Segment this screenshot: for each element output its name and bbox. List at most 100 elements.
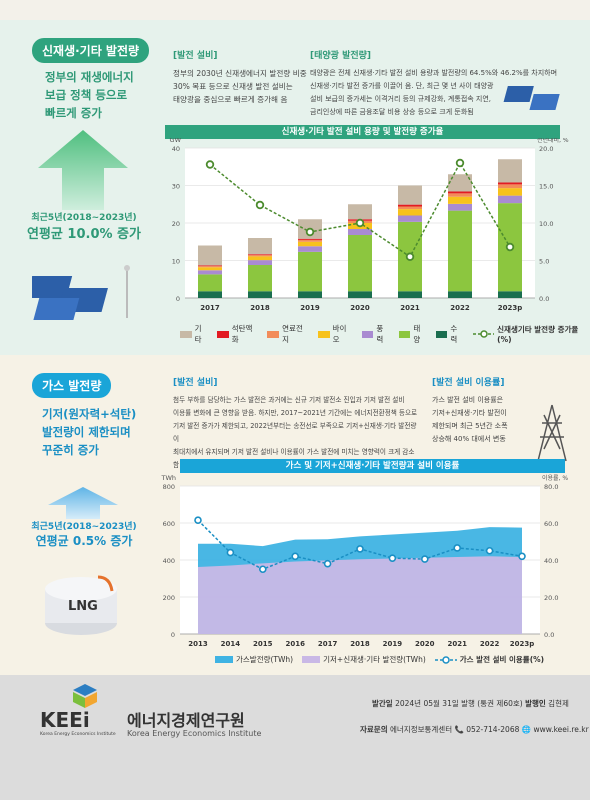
bar-segment (398, 291, 422, 298)
bar-segment (248, 254, 272, 255)
y-tick-label: 10 (172, 258, 180, 266)
bar-segment (448, 193, 472, 197)
bar-segment (198, 265, 222, 267)
bar-segment (198, 291, 222, 298)
x-tick-label: 2018 (250, 304, 270, 312)
box-title: [발전 설비] (173, 51, 218, 61)
y2-tick-label: 0.0 (544, 631, 554, 639)
legend-label: 풍력 (376, 324, 384, 344)
legend-item: 석탄액화 (217, 323, 258, 345)
line-point (305, 227, 315, 237)
legend-label: 바이오 (332, 324, 347, 344)
gas-pill: 가스 발전량 (32, 373, 112, 398)
bar-segment (348, 235, 372, 292)
bar-segment (348, 291, 372, 298)
bar-segment (498, 188, 522, 196)
legend-swatch (215, 656, 233, 663)
box-line: 태양광을 중심으로 빠르게 증가해 옴 (173, 95, 288, 104)
chart2-legend: 가스발전량(TWh) 기저+신재생·기타 발전량(TWh) 가스 발전 설비 이용률… (215, 654, 544, 665)
legend-label: 기저+신재생·기타 발전량(TWh) (323, 655, 426, 664)
gas-rate-period: 최근5년(2018~2023년) (31, 522, 137, 532)
gas-lead-line: 기저(원자력+석탄) (42, 407, 137, 421)
line-point (420, 555, 429, 563)
box-line: 태양광은 전체 신재생·기타 발전 설비 용량과 발전량의 64.5%와 46.… (310, 69, 558, 77)
legend-line-swatch (434, 655, 457, 664)
bar-segment (298, 241, 322, 247)
area-series (198, 556, 522, 634)
legend-label: 기타 (194, 324, 202, 344)
y-tick-label: 40 (172, 145, 180, 153)
web-link[interactable]: www.keei.re.kr (533, 725, 589, 734)
line-point (453, 544, 462, 552)
gas-facility-box: [발전 설비] 첨두 부하를 담당하는 가스 발전은 과거에는 신규 기저 발전… (173, 377, 418, 472)
bar-segment (348, 229, 372, 235)
line-point (518, 552, 526, 561)
org-name-kr: 에너지경제연구원 (127, 711, 245, 730)
solar-panel-small-icon (503, 86, 560, 110)
gas-utilization-box: [발전 설비 이용률] 가스 발전 설비 이용률은 기저+신재생·기타 발전이 … (432, 377, 552, 446)
gas-rate: 최근5년(2018~2023년) 연평균 0.5% 증가 (24, 519, 144, 549)
bar-segment (198, 267, 222, 271)
line-point (405, 252, 415, 261)
gas-lead-line: 꾸준히 증가 (42, 443, 99, 457)
box-line: 제한되며 최근 5년간 소폭 (432, 422, 508, 430)
up-arrow-blue-icon (48, 487, 118, 519)
x-tick-label: 2019 (383, 640, 403, 648)
box-line: 최대치에서 유지되며 기저 발전 설비나 이용률이 가스 발전에 미치는 영향력… (173, 448, 415, 469)
footer (0, 675, 590, 800)
bar-segment (448, 191, 472, 194)
x-tick-label: 2020 (350, 304, 370, 312)
bar-segment (498, 182, 522, 185)
legend-label: 가스 발전 설비 이용률(%) (459, 655, 545, 664)
bar-segment (298, 239, 322, 242)
renewable-pill: 신재생·기타 발전량 (32, 38, 150, 63)
x-tick-label: 2022 (480, 640, 500, 648)
box-line: 이용률 변화에 큰 영향을 받음. 하지만, 2017~2021년 기간에는 에… (173, 409, 418, 417)
legend-label: 태양 (413, 324, 421, 344)
contact-line: 자료문의 에너지정보통계센터 📞 052-714-2068 🌐 www.keei… (360, 724, 589, 735)
y2-tick-label: 0.0 (539, 295, 549, 303)
renewable-lead-line: 빠르게 증가 (45, 106, 102, 120)
x-tick-label: 2019 (300, 304, 320, 312)
box-line: 30% 목표 등으로 신재생 발전 설비는 (173, 82, 293, 91)
legend-item: 가스 발전 설비 이용률(%) (434, 654, 545, 665)
legend-item: 태양 (398, 323, 427, 345)
keei-logo-icon (73, 684, 97, 708)
box-title: [발전 설비] (173, 378, 218, 388)
legend-item: 수력 (435, 323, 464, 345)
y-axis-label: GW (170, 138, 182, 144)
phone: 052-714-2068 (466, 725, 520, 734)
bar-segment (398, 204, 422, 207)
bar-segment (498, 291, 522, 298)
x-tick-label: 2021 (400, 304, 420, 312)
legend-item: 기타 (180, 323, 208, 345)
box-line: 기저 발전 증가가 제한되고, 2022년부터는 송전선로 부족으로 기저+신재… (173, 422, 417, 443)
box-title: [발전 설비 이용률] (432, 378, 505, 388)
bar-segment (498, 195, 522, 204)
pub-line: 발간일 2024년 05월 31일 발행 (통권 제60호) 발행인 김현제 (372, 698, 569, 709)
box-title: [태양광 발전량] (310, 51, 372, 61)
x-tick-label: 2016 (285, 640, 305, 648)
x-tick-label: 2020 (415, 640, 435, 648)
x-tick-label: 2021 (447, 640, 467, 648)
keei-logo-sub: Korea Energy Economics Institute (40, 732, 116, 737)
phone-icon: 📞 (454, 725, 464, 734)
contact-label: 자료문의 (360, 725, 388, 734)
box-line: 기저+신재생·기타 발전이 (432, 409, 507, 417)
legend-label: 연료전지 (282, 324, 303, 344)
contact: 에너지정보통계센터 (390, 725, 453, 734)
chart1-legend: 기타 석탄액화 연료전지 바이오 풍력 태양 수력 신재생기타 발전량 증가율(%) (180, 323, 590, 345)
org-name-en: Korea Energy Economics Institute (127, 729, 262, 738)
y-tick-label: 0 (171, 631, 175, 639)
bar-segment (248, 265, 272, 292)
box-line: 첨두 부하를 담당하는 가스 발전은 과거에는 신규 기저 발전소 진입과 기저… (173, 396, 405, 404)
x-tick-label: 2023p (510, 640, 535, 648)
legend-swatch (267, 330, 280, 338)
y2-tick-label: 20.0 (539, 145, 553, 153)
x-tick-label: 2017 (318, 640, 338, 648)
line-point (291, 552, 299, 561)
legend-label: 석탄액화 (231, 324, 253, 344)
line-point (205, 160, 215, 169)
chart1-title: 신재생·기타 발전 설비 용량 및 발전량 증가율 (165, 125, 560, 139)
bar-segment (448, 203, 472, 211)
